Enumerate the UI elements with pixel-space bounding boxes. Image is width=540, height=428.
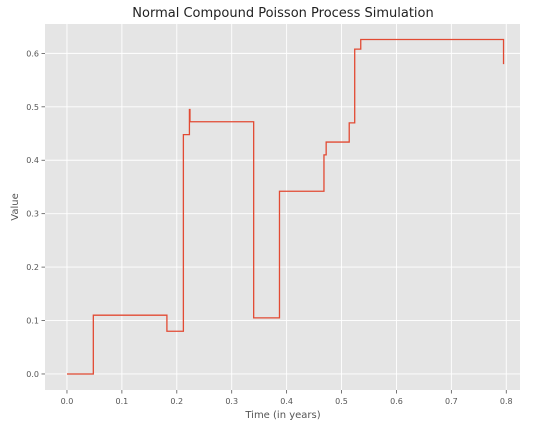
- grid-lines: [45, 24, 520, 390]
- y-tick-label: 0.5: [26, 103, 39, 112]
- x-tick-label: 0.3: [225, 397, 238, 406]
- y-tick-label: 0.3: [26, 210, 39, 219]
- x-tick-label: 0.6: [390, 397, 403, 406]
- y-axis-label: Value: [10, 193, 21, 220]
- y-tick-label: 0.6: [26, 49, 39, 58]
- y-tick-label: 0.4: [26, 156, 39, 165]
- x-tick-label: 0.4: [280, 397, 293, 406]
- y-tick-label: 0.0: [26, 370, 39, 379]
- plot-area: [45, 24, 520, 390]
- y-tick-label: 0.2: [26, 263, 39, 272]
- x-tick-label: 0.8: [500, 397, 513, 406]
- y-tick-label: 0.1: [26, 317, 39, 326]
- series-step-line: [66, 38, 505, 375]
- x-axis-label: Time (in years): [244, 410, 320, 421]
- x-tick-label: 0.7: [445, 397, 458, 406]
- x-tick-label: 0.5: [335, 397, 348, 406]
- y-axis-ticks: 0.0 0.1 0.2 0.3 0.4 0.5 0.6: [26, 49, 45, 379]
- x-tick-label: 0.2: [170, 397, 183, 406]
- x-tick-label: 0.1: [116, 397, 129, 406]
- x-tick-label: 0.0: [61, 397, 74, 406]
- x-axis-ticks: 0.0 0.1 0.2 0.3 0.4 0.5 0.6 0.7 0.8: [61, 390, 513, 406]
- chart-title: Normal Compound Poisson Process Simulati…: [132, 6, 433, 21]
